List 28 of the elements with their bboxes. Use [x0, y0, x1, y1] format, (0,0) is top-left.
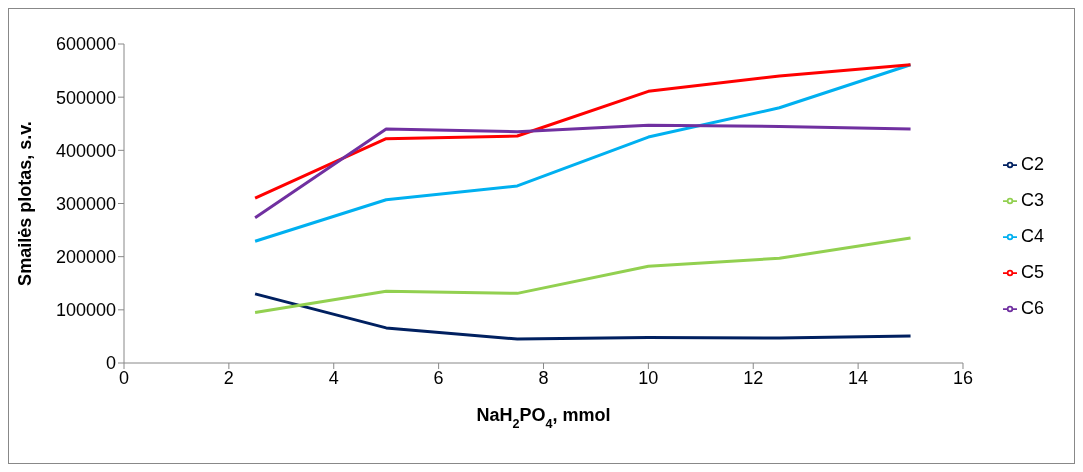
legend-label: C4	[1020, 226, 1044, 246]
line-series	[253, 236, 913, 314]
x-tick-label: 4	[328, 367, 339, 388]
legend-label: C6	[1020, 298, 1044, 318]
x-tick-label: 12	[743, 367, 764, 388]
line-series	[253, 63, 913, 200]
y-tick-label: 500000	[55, 87, 116, 108]
y-tick-label: 100000	[55, 300, 116, 321]
x-tick-label: 16	[952, 367, 973, 388]
legend-label: C2	[1020, 154, 1044, 174]
y-axis-title: Smailės plotas, s.v.	[15, 121, 35, 286]
x-tick-label: 6	[433, 367, 444, 388]
legend-label: C5	[1020, 262, 1044, 282]
x-tick-label: 10	[638, 367, 659, 388]
y-tick-label: 600000	[55, 34, 116, 55]
y-tick-label: 0	[105, 353, 116, 374]
x-tick-label: 2	[223, 367, 234, 388]
y-tick-label: 300000	[55, 193, 116, 214]
line-series	[253, 123, 913, 220]
y-tick-label: 400000	[55, 140, 116, 161]
x-tick-label: 0	[118, 367, 130, 388]
y-tick-label: 200000	[55, 247, 116, 268]
x-axis-title: NaH$_{2}$PO$_{4}$, mmol	[476, 405, 611, 431]
x-tick-label: 14	[848, 367, 869, 388]
legend-label: C3	[1020, 190, 1044, 210]
x-tick-label: 8	[538, 367, 549, 388]
line-series	[253, 292, 913, 341]
line-series	[253, 63, 913, 243]
